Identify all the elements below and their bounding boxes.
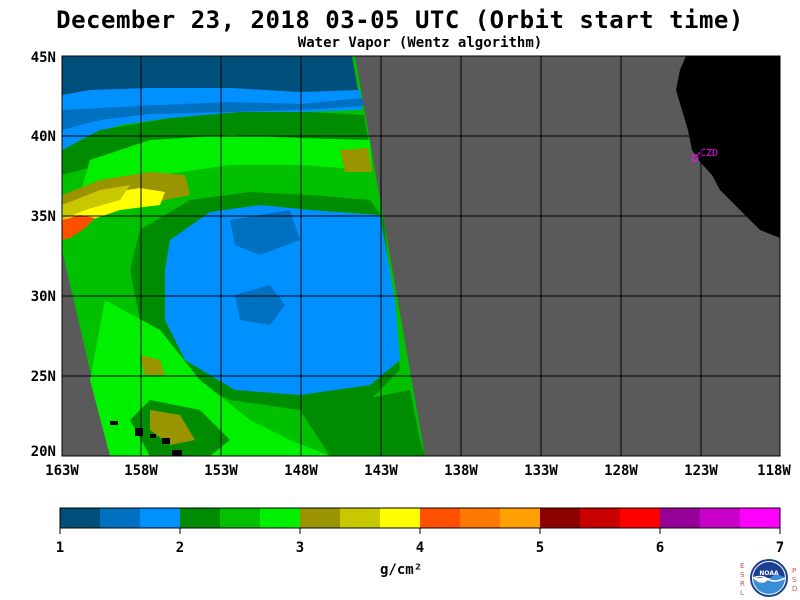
lon-label: 128W xyxy=(604,463,638,479)
lat-label: 45N xyxy=(31,50,56,66)
colorbar-tick-label: 2 xyxy=(176,540,184,556)
swath-olive-spot xyxy=(340,148,372,172)
swath-bright-green-north xyxy=(80,135,372,195)
lon-label: 163W xyxy=(45,463,79,479)
lat-axis: 45N 40N 35N 30N 25N 20N xyxy=(31,50,56,460)
swath-dark-green-north xyxy=(62,112,368,175)
lon-label: 138W xyxy=(444,463,478,479)
colorbar-swatch xyxy=(740,508,781,528)
lon-label: 158W xyxy=(124,463,158,479)
colorbar-swatch xyxy=(260,508,301,528)
colorbar-tick-label: 6 xyxy=(656,540,664,556)
colorbar-swatch xyxy=(340,508,381,528)
station-label: CZD xyxy=(700,148,718,159)
colorbar-swatch xyxy=(540,508,581,528)
colorbar-swatch xyxy=(180,508,221,528)
map-title: December 23, 2018 03-05 UTC (Orbit start… xyxy=(56,6,744,34)
swath-mid-blue xyxy=(62,98,364,130)
colorbar-swatch xyxy=(580,508,621,528)
plot-border xyxy=(61,55,781,457)
colorbar-swatch xyxy=(660,508,701,528)
swath-blue-patch1 xyxy=(230,210,300,255)
logo-left-text: ESRL xyxy=(740,562,745,597)
colorbar-swatch xyxy=(420,508,461,528)
lat-label: 20N xyxy=(31,444,56,460)
colorbar-tick-label: 5 xyxy=(536,540,544,556)
colorbar-swatch xyxy=(700,508,741,528)
hawaii-islands xyxy=(110,421,182,456)
lon-label: 123W xyxy=(684,463,718,479)
swath-olive-south xyxy=(150,410,195,445)
logo-left-letters: ESRL xyxy=(740,562,746,598)
swath-olive-southwest xyxy=(140,355,165,375)
colorbar-swatch xyxy=(300,508,341,528)
logo-right-text: PSD xyxy=(792,567,798,593)
noaa-logo-text: NOAA xyxy=(759,570,779,577)
colorbar-swatch xyxy=(140,508,181,528)
colorbar-tick-label: 4 xyxy=(416,540,424,556)
swath-blue-patch2 xyxy=(235,285,285,325)
colorbar-swatch xyxy=(500,508,541,528)
logo-right-letters: PSD xyxy=(792,567,798,594)
colorbar-tick-label: 1 xyxy=(56,540,64,556)
lat-label: 30N xyxy=(31,289,56,305)
colorbar-ticks: 1 2 3 4 5 6 7 xyxy=(56,528,784,556)
colorbar-tick-label: 7 xyxy=(776,540,784,556)
lat-label: 25N xyxy=(31,369,56,385)
colorbar-swatch xyxy=(60,508,101,528)
swath-yellow2 xyxy=(62,185,130,220)
colorbar-swatch xyxy=(220,508,261,528)
lon-label: 148W xyxy=(284,463,318,479)
lon-label: 153W xyxy=(204,463,238,479)
colorbar-swatch xyxy=(380,508,421,528)
grid-lines xyxy=(62,56,780,456)
colorbar xyxy=(59,507,781,529)
noaa-logo: NOAA xyxy=(750,559,788,597)
station-marker xyxy=(691,151,701,162)
swath-blue-center xyxy=(165,205,400,395)
lat-label: 40N xyxy=(31,129,56,145)
colorbar-unit: g/cm² xyxy=(380,562,423,578)
swath xyxy=(62,56,425,456)
lon-label: 143W xyxy=(364,463,398,479)
lon-axis: 163W 158W 153W 148W 143W 138W 133W 128W … xyxy=(45,463,791,479)
colorbar-swatch xyxy=(620,508,661,528)
colorbar-swatch xyxy=(460,508,501,528)
land-california xyxy=(676,56,780,238)
lon-label: 118W xyxy=(757,463,791,479)
colorbar-tick-label: 3 xyxy=(296,540,304,556)
lon-label: 133W xyxy=(524,463,558,479)
lat-label: 35N xyxy=(31,209,56,225)
map-subtitle: Water Vapor (Wentz algorithm) xyxy=(297,35,543,51)
swath-orange-spot xyxy=(62,215,95,240)
colorbar-swatch xyxy=(100,508,141,528)
swath-southeast-darkgreen xyxy=(300,390,425,456)
